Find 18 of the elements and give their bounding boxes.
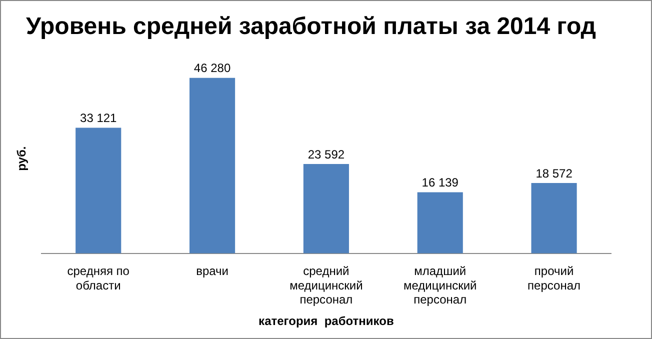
- x-tick-label: младший медицинский персонал: [404, 264, 477, 307]
- data-label: 18 572: [536, 166, 573, 180]
- bar: [76, 128, 122, 254]
- bar: [189, 78, 236, 254]
- bar: [303, 164, 349, 254]
- x-tick-label: прочий персонал: [528, 264, 581, 292]
- bar: [417, 192, 463, 254]
- chart-title: Уровень средней заработной платы за 2014 год: [26, 13, 596, 40]
- data-label: 33 121: [80, 111, 118, 126]
- x-tick-label: средний медицинский персонал: [290, 264, 363, 307]
- data-label: 16 139: [422, 176, 459, 190]
- y-axis-title: руб.: [14, 146, 29, 171]
- data-label: 46 280: [194, 61, 231, 76]
- x-tick-label: врачи: [196, 264, 228, 278]
- x-axis-title: категория работников: [258, 314, 394, 328]
- bar: [531, 182, 577, 254]
- data-label: 23 592: [308, 147, 345, 162]
- x-tick-label: средняя по области: [67, 264, 130, 292]
